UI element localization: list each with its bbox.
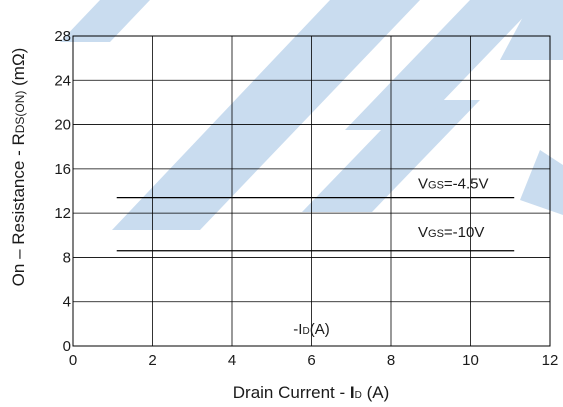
grid (73, 36, 550, 346)
series-label: VGS=-4.5V (418, 176, 489, 193)
y-tick-label: 20 (54, 117, 71, 134)
y-axis-label: On – Resistance - RDS(ON) (mΩ) (9, 48, 28, 287)
y-tick-label: 4 (63, 294, 71, 311)
y-tick-label: 0 (63, 338, 71, 355)
y-tick-label: 24 (54, 72, 71, 89)
x-tick-label: 0 (69, 352, 77, 369)
y-tick-label: 8 (63, 249, 71, 266)
y-tick-label: 16 (54, 161, 71, 178)
annotation: -ID(A) (293, 321, 329, 338)
plot-frame (72, 35, 551, 347)
x-tick-label: 4 (228, 352, 236, 369)
series-lines (116, 197, 515, 252)
x-tick-label: 2 (148, 352, 156, 369)
x-tick-label: 6 (307, 352, 315, 369)
series-labels: VGS=-4.5V VGS=-10V (418, 176, 489, 241)
x-axis-label: Drain Current - ID (A) (233, 383, 390, 402)
y-tick-label: 28 (54, 28, 71, 45)
x-tick-label: 10 (462, 352, 479, 369)
series-label: VGS=-10V (418, 224, 484, 241)
y-tick-label: 12 (54, 205, 71, 222)
x-tick-label: 8 (387, 352, 395, 369)
x-tick-label: 12 (542, 352, 559, 369)
